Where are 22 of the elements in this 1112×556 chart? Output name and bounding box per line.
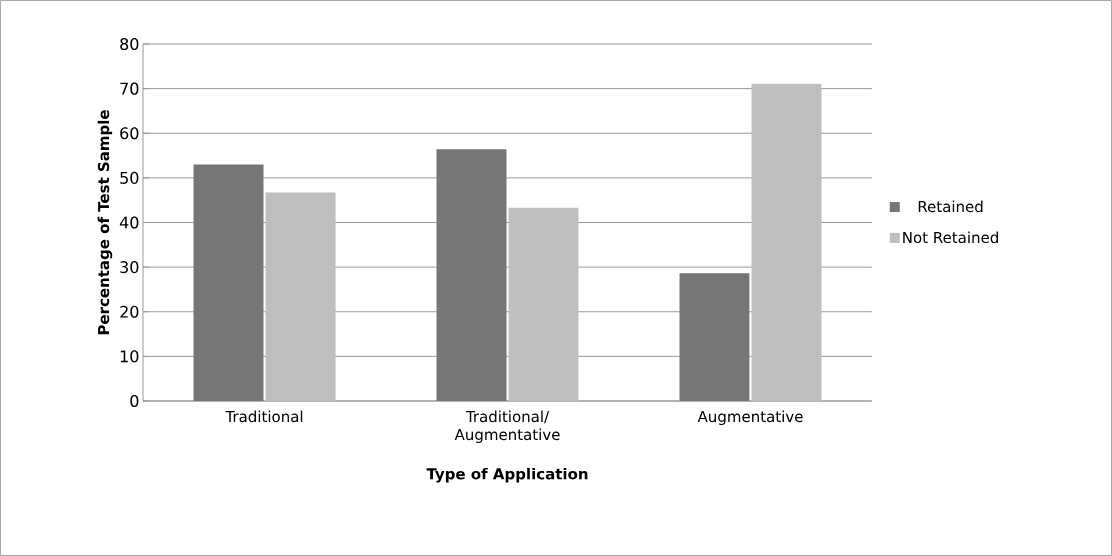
y-tick-label: 10 — [120, 350, 139, 363]
bar — [508, 207, 579, 401]
x-tick-label: Traditional/ Augmentative — [454, 410, 560, 444]
y-tick-label: 20 — [120, 305, 139, 318]
bar — [436, 149, 507, 401]
y-tick-label: 60 — [120, 127, 139, 140]
bar — [751, 83, 822, 401]
legend-label: Not Retained — [903, 231, 998, 244]
x-tick-label: Augmentative — [697, 410, 803, 426]
y-tick-label: 30 — [120, 261, 139, 274]
bar — [265, 192, 336, 401]
bar — [193, 164, 264, 401]
y-axis-title: Percentage of Test Sample — [97, 110, 113, 335]
y-tick-label: 70 — [120, 82, 139, 95]
bar — [679, 273, 750, 401]
y-tick-label: 0 — [130, 394, 139, 408]
y-tick-label: 50 — [120, 171, 139, 184]
y-tick-label: 40 — [119, 216, 139, 229]
x-axis-title: Type of Application — [426, 467, 588, 483]
y-tick-label: 80 — [120, 37, 139, 51]
legend-label: Retained — [918, 200, 983, 213]
x-tick-label: Traditional — [225, 410, 303, 423]
